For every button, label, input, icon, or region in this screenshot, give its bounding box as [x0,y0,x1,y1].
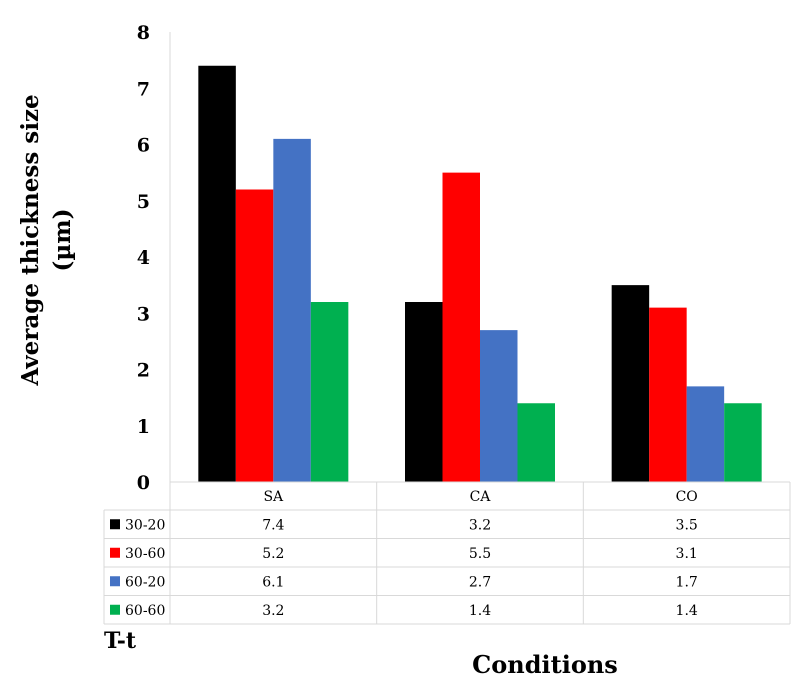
data-label-60-20-SA: 6.1 [262,574,284,590]
y-axis-ticks: 0 1 2 3 4 5 6 7 8 [137,22,150,494]
bar-30-60-CA [442,172,480,482]
data-label-60-60-CA: 1.4 [469,603,491,619]
legend-label-30-60: 30-60 [125,546,165,562]
data-label-30-60-SA: 5.2 [262,546,284,562]
bar-60-20-CO [686,386,725,482]
data-label-30-60-CO: 3.1 [676,546,698,562]
table-corner-label: T-t [104,628,137,654]
category-label-SA: SA [263,489,284,505]
category-label-CO: CO [676,489,698,505]
data-label-60-60-CO: 1.4 [676,603,698,619]
data-label-30-60-CA: 5.5 [469,546,491,562]
data-label-30-20-SA: 7.4 [262,517,284,533]
bar-30-20-CO [611,285,650,482]
category-label-CA: CA [470,489,492,505]
y-tick-label: 6 [137,135,150,157]
y-tick-label: 5 [137,191,150,213]
legend-label-60-60: 60-60 [125,603,165,619]
y-tick-label: 7 [137,78,150,100]
bars [198,65,762,482]
data-label-60-60-SA: 3.2 [262,603,284,619]
legend-swatch-30-60 [110,547,120,558]
y-tick-label: 1 [137,416,150,438]
bar-30-20-SA [198,65,236,482]
bar-60-20-CA [480,330,518,482]
bar-60-60-SA [310,302,349,482]
legend-label-60-20: 60-20 [125,574,165,590]
y-tick-label: 3 [137,303,150,325]
y-axis-label-line2: (µm) [49,209,76,272]
y-tick-label: 2 [137,360,150,382]
bar-60-60-CA [517,403,555,482]
bar-30-60-CO [649,307,687,482]
y-tick-label: 8 [137,22,150,44]
y-axis-label: Average thickness size (µm) [17,94,76,386]
y-tick-label: 4 [137,247,150,269]
x-axis-label: Conditions [472,650,618,679]
legend-swatch-60-20 [110,576,120,587]
legend-label-30-20: 30-20 [125,517,165,533]
legend-swatch-30-20 [110,519,120,530]
data-label-60-20-CA: 2.7 [469,574,491,590]
data-label-60-20-CO: 1.7 [676,574,698,590]
bar-30-60-SA [235,189,274,482]
bar-60-60-CO [724,403,762,482]
bar-60-20-SA [273,138,311,482]
legend-swatch-60-60 [110,604,120,615]
data-label-30-20-CO: 3.5 [676,517,698,533]
y-tick-label: 0 [137,472,150,494]
data-table: SA CA CO 30-20 7.4 3.2 3.5 30-60 5.2 5.5 3.1 60-20 6… [103,481,791,625]
data-label-30-20-CA: 3.2 [469,517,491,533]
y-axis-label-line1: Average thickness size [17,94,44,386]
bar-30-20-CA [405,302,443,482]
